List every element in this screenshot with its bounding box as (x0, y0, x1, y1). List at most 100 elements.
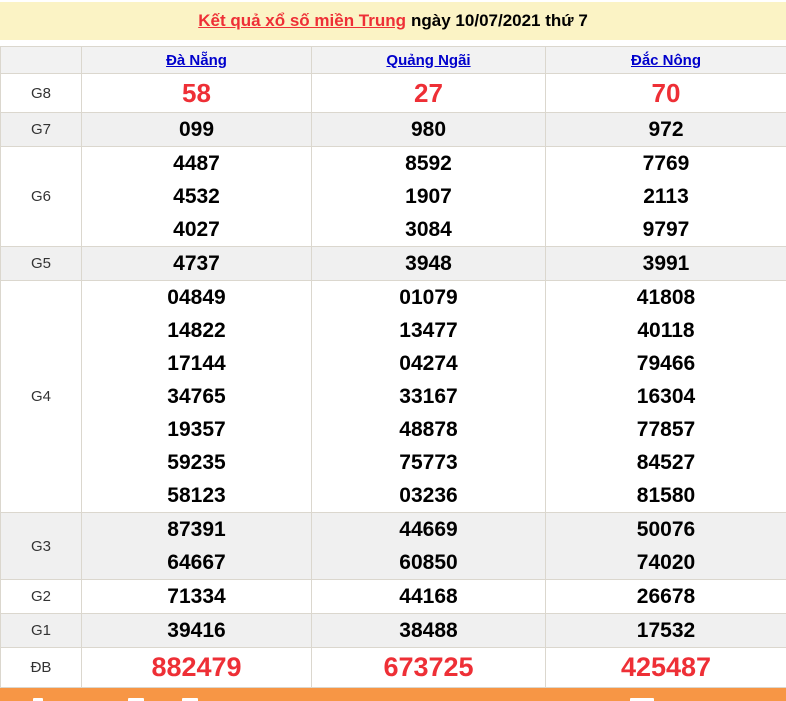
result-cell: 71334 (81, 579, 312, 614)
result-cell: 4737 (81, 246, 312, 281)
column-link-da-nang[interactable]: Đà Nẵng (166, 51, 227, 69)
result-number: 58123 (167, 484, 226, 507)
result-number: 58 (182, 78, 211, 108)
result-cell: 39416 (81, 613, 312, 648)
prize-label: G4 (0, 280, 82, 513)
prize-row-g6: G6 4487 4532 4027 8592 1907 3084 7769 2113 9797 (0, 146, 786, 247)
result-number: 4532 (173, 185, 220, 208)
result-number: 19357 (167, 418, 226, 441)
column-link-dac-nong[interactable]: Đắc Nông (630, 51, 701, 69)
result-number: 38488 (399, 619, 458, 642)
result-number: 17144 (167, 352, 226, 375)
result-cell: 44669 60850 (311, 512, 546, 580)
prize-row-g2: G2 71334 44168 26678 (0, 579, 786, 614)
result-number: 2113 (643, 185, 689, 208)
prize-row-g5: G5 4737 3948 3991 (0, 246, 786, 281)
header-empty-cell (0, 46, 82, 74)
result-number: 04849 (167, 286, 226, 309)
result-cell: 38488 (311, 613, 546, 648)
result-number: 3084 (405, 218, 452, 241)
header-cell-quang-ngai: Quảng Ngãi (311, 46, 546, 74)
prize-label: G5 (0, 246, 82, 281)
footer-cutoff-text-mark (630, 698, 654, 701)
result-number: 64667 (167, 551, 226, 574)
result-number: 44669 (399, 518, 458, 541)
result-cell: 04849 14822 17144 34765 19357 59235 58123 (81, 280, 312, 513)
result-cell: 673725 (311, 647, 546, 688)
result-number: 13477 (399, 319, 458, 342)
prize-label: G7 (0, 112, 82, 147)
result-number: 27 (414, 78, 443, 108)
result-cell: 27 (311, 73, 546, 113)
prize-label: G8 (0, 73, 82, 113)
result-number: 3948 (405, 252, 452, 275)
title-link[interactable]: Kết quả xổ số miền Trung (198, 11, 407, 30)
result-cell: 3991 (545, 246, 786, 281)
prize-row-g1: G1 39416 38488 17532 (0, 613, 786, 648)
result-number: 8592 (405, 152, 452, 175)
result-number: 40118 (637, 319, 695, 342)
result-number: 1907 (405, 185, 452, 208)
result-number: 39416 (167, 619, 226, 642)
result-cell: 41808 40118 79466 16304 77857 84527 81580 (545, 280, 786, 513)
prize-row-g3: G3 87391 64667 44669 60850 50076 74020 (0, 512, 786, 580)
result-number: 33167 (399, 385, 458, 408)
result-number: 70 (651, 78, 681, 108)
result-cell: 3948 (311, 246, 546, 281)
result-number: 14822 (167, 319, 226, 342)
result-number: 099 (178, 118, 215, 141)
result-number: 84527 (636, 451, 696, 474)
result-number: 4737 (173, 252, 220, 275)
results-table: Đà Nẵng Quảng Ngãi Đắc Nông G8 58 27 70 G7 09… (0, 46, 786, 688)
result-number: 882479 (151, 652, 242, 682)
result-cell: 58 (81, 73, 312, 113)
result-number: 71334 (167, 585, 226, 608)
result-cell: 7769 2113 9797 (545, 146, 786, 247)
result-number: 87391 (167, 518, 226, 541)
result-number: 79466 (636, 352, 696, 375)
prize-label: G2 (0, 579, 82, 614)
result-cell: 882479 (81, 647, 312, 688)
footer-cutoff-text-mark (33, 698, 43, 701)
result-cell: 980 (311, 112, 546, 147)
result-number: 81580 (636, 484, 696, 507)
footer-cutoff-text-mark (128, 698, 144, 701)
result-number: 4027 (173, 218, 220, 241)
result-number: 77857 (636, 418, 696, 441)
header-cell-dac-nong: Đắc Nông (545, 46, 786, 74)
prize-label: G6 (0, 146, 82, 247)
prize-row-g4: G4 04849 14822 17144 34765 19357 59235 58123 010… (0, 280, 786, 513)
result-number: 26678 (636, 585, 696, 608)
result-number: 980 (410, 118, 447, 141)
result-cell: 17532 (545, 613, 786, 648)
title-date-text: ngày 10/07/2021 thứ 7 (411, 11, 588, 30)
result-number: 16304 (636, 385, 696, 408)
footer-cutoff-text-mark (182, 698, 198, 701)
result-number: 9797 (642, 218, 690, 241)
result-number: 3991 (642, 252, 690, 275)
result-number: 04274 (399, 352, 458, 375)
result-cell: 425487 (545, 647, 786, 688)
result-cell: 972 (545, 112, 786, 147)
result-number: 60850 (399, 551, 458, 574)
result-number: 75773 (399, 451, 458, 474)
result-number: 44168 (399, 585, 458, 608)
result-number: 41808 (636, 286, 696, 309)
result-number: 48878 (399, 418, 458, 441)
result-number: 7769 (642, 152, 690, 175)
prize-label: ĐB (0, 647, 82, 688)
result-cell: 8592 1907 3084 (311, 146, 546, 247)
column-link-quang-ngai[interactable]: Quảng Ngãi (386, 51, 471, 69)
prize-row-db: ĐB 882479 673725 425487 (0, 647, 786, 688)
result-number: 34765 (167, 385, 226, 408)
result-cell: 4487 4532 4027 (81, 146, 312, 247)
prize-row-g8: G8 58 27 70 (0, 73, 786, 113)
result-number: 59235 (167, 451, 226, 474)
header-row: Đà Nẵng Quảng Ngãi Đắc Nông (0, 46, 786, 74)
result-number: 17532 (636, 619, 696, 642)
prize-label: G1 (0, 613, 82, 648)
result-cell: 70 (545, 73, 786, 113)
result-number: 425487 (620, 652, 712, 682)
footer-bar (0, 688, 786, 701)
